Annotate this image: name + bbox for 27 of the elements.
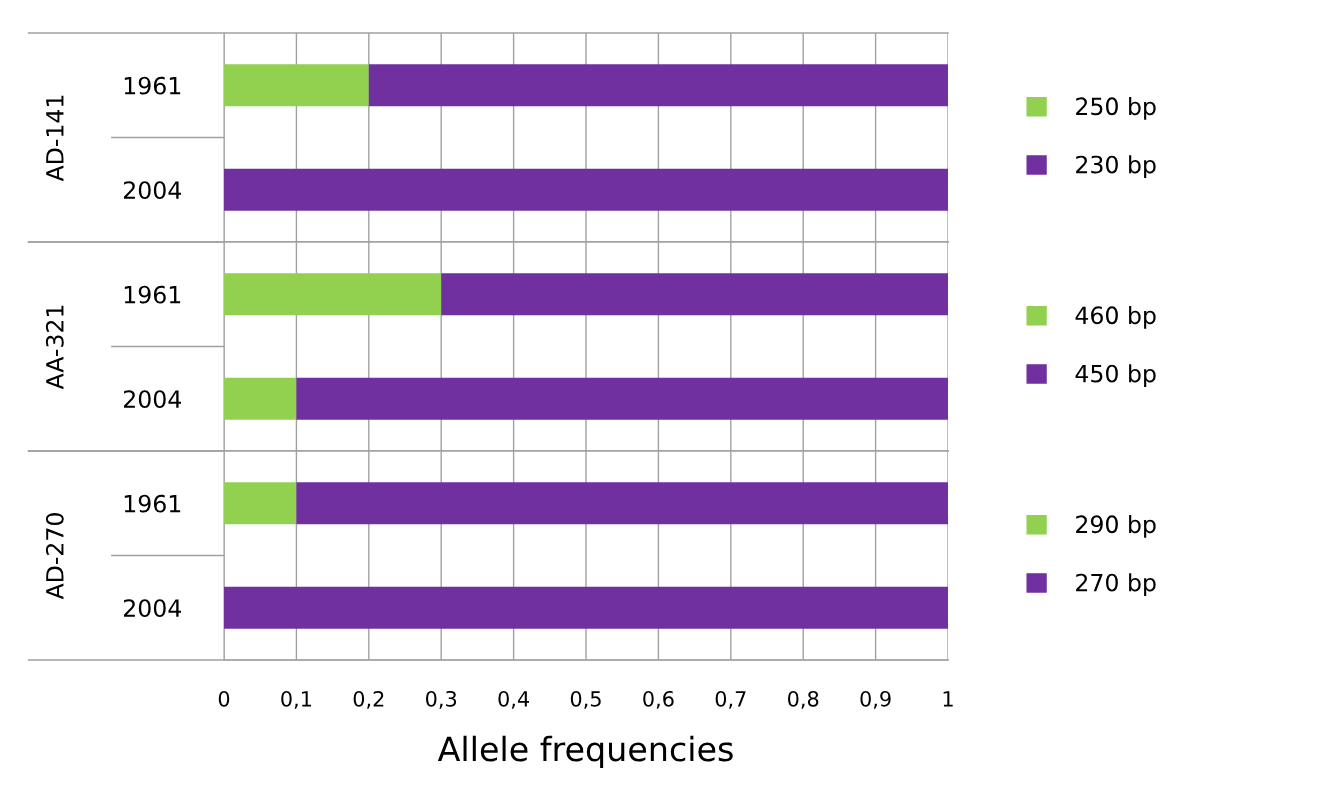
x-tick-label: 0,6 [643,690,674,709]
x-tick-label: 1 [943,691,953,707]
legend-label: 270 bp [1076,573,1156,597]
text: 450 bp [1075,364,1156,388]
x-tick-label: 0,5 [570,690,601,709]
legend-label: 230 bp [1076,155,1156,179]
x-tick-label: 0,2 [353,690,384,709]
text: 460 bp [1075,305,1156,329]
legend-label: 250 bp [1076,96,1156,120]
legend-label: 290 bp [1076,514,1156,538]
x-tick-label: 0,1 [281,690,312,709]
y-tick-label: 1961 [124,494,181,513]
x-axis-title: Allele frequencies [437,735,733,768]
y-axis-title: AA-321 [45,305,64,390]
x-tick-label: 0,8 [788,690,819,709]
y-tick-label: 2004 [123,390,182,409]
y-axis-title: AD-141 [46,95,64,182]
y-tick-label: 1961 [124,76,181,95]
y-axis-title: AD-270 [45,513,64,600]
y-tick-label: 1961 [124,285,181,304]
x-tick-label: 0 [218,690,230,707]
x-tick-label: 0,9 [860,690,891,709]
x-tick-label: 0,3 [426,690,457,709]
y-tick-label: 2004 [123,599,182,618]
y-tick-label: 2004 [123,181,182,200]
x-tick-label: 0,4 [498,690,529,709]
x-tick-label: 0,7 [715,690,746,709]
